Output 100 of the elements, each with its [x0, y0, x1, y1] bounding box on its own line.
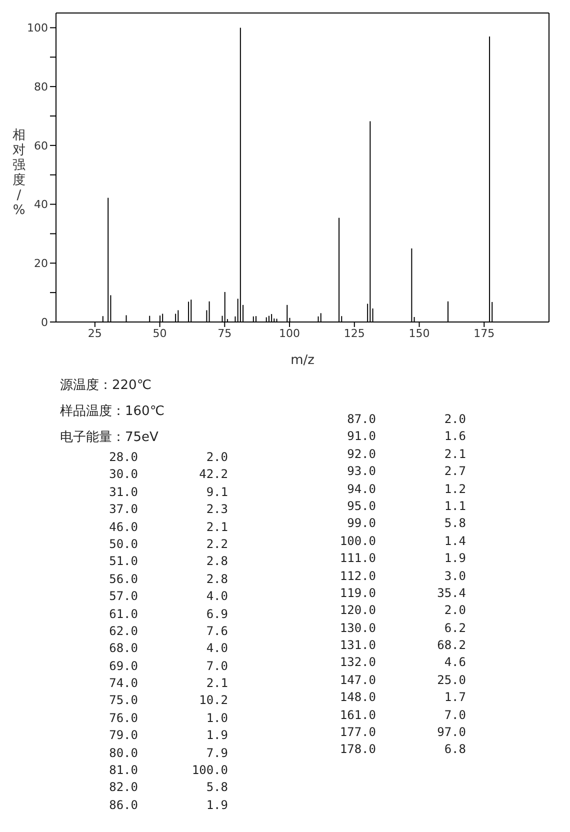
- text: 7.0: [443, 708, 466, 724]
- text: 42.2: [198, 467, 228, 484]
- text: 4.0: [205, 589, 228, 606]
- x-tick-label: 150: [408, 326, 430, 340]
- text: 68.0: [108, 641, 138, 658]
- y-tick-label: 60: [34, 139, 48, 152]
- text: 7.6: [205, 624, 228, 640]
- text: 1.4: [443, 534, 466, 550]
- text: 74.0: [108, 676, 138, 692]
- x-tick-label: 25: [88, 326, 102, 340]
- x-tick-label: 100: [279, 326, 300, 340]
- text: 57.0: [108, 589, 138, 606]
- y-tick-label: 20: [34, 257, 48, 270]
- text: 7.0: [205, 658, 228, 675]
- text: 75.0: [108, 693, 138, 710]
- text: 2.0: [205, 450, 228, 466]
- x-tick-label: 50: [152, 326, 167, 340]
- text: 25.0: [436, 672, 466, 689]
- text: 5.8: [443, 516, 466, 532]
- x-tick-label: 175: [474, 326, 495, 340]
- text: 131.0: [338, 638, 376, 654]
- text: 161.0: [338, 708, 376, 724]
- text: 1.6: [443, 429, 466, 446]
- text: 28.0: [108, 450, 138, 466]
- text: 1.2: [443, 482, 466, 498]
- text: 1.7: [443, 690, 466, 706]
- y-tick-label: 100: [27, 22, 48, 35]
- text: 81.0: [108, 763, 138, 780]
- text: 2.2: [205, 536, 228, 553]
- text: 源温度：220℃: [60, 377, 152, 394]
- text: 50.0: [108, 536, 138, 553]
- text: 95.0: [346, 498, 376, 515]
- text: 76.0: [108, 710, 138, 727]
- text: 93.0: [346, 464, 376, 480]
- text: 37.0: [108, 502, 138, 518]
- text: 68.2: [436, 638, 466, 654]
- text: 35.4: [436, 586, 466, 602]
- text: 148.0: [338, 690, 376, 706]
- text: 99.0: [346, 516, 376, 532]
- text: 1.9: [443, 551, 466, 568]
- text: 1.9: [205, 728, 228, 744]
- text: 100.0: [338, 534, 376, 550]
- text: 4.6: [443, 655, 466, 672]
- text: 120.0: [338, 603, 376, 620]
- text: 51.0: [108, 554, 138, 570]
- text: 2.1: [205, 676, 228, 692]
- text: 2.8: [205, 572, 228, 588]
- text: 30.0: [108, 467, 138, 484]
- text: 147.0: [338, 672, 376, 689]
- text: 119.0: [338, 586, 376, 602]
- text: 56.0: [108, 572, 138, 588]
- text: 6.2: [443, 620, 466, 637]
- text: 3.0: [443, 568, 466, 585]
- text: 92.0: [346, 446, 376, 463]
- text: 132.0: [338, 655, 376, 672]
- text: 79.0: [108, 728, 138, 744]
- text: 6.9: [205, 606, 228, 623]
- text: 4.0: [205, 641, 228, 658]
- text: 2.8: [205, 554, 228, 570]
- text: 177.0: [338, 725, 376, 742]
- text: 2.7: [443, 464, 466, 480]
- y-axis-title: 相对强度/%: [12, 128, 26, 218]
- text: 2.1: [205, 520, 228, 536]
- y-tick-label: 80: [34, 80, 48, 94]
- text: 80.0: [108, 746, 138, 762]
- text: 31.0: [108, 484, 138, 501]
- x-tick-label: 125: [344, 326, 365, 340]
- text: 2.3: [205, 502, 228, 518]
- text: 94.0: [346, 482, 376, 498]
- text: 87.0: [346, 412, 376, 428]
- text: 6.8: [443, 742, 466, 758]
- text: 46.0: [108, 520, 138, 536]
- y-tick-label: 0: [41, 316, 48, 329]
- text: 130.0: [338, 620, 376, 637]
- text: 7.9: [205, 746, 228, 762]
- text: 5.8: [205, 780, 228, 796]
- text: 1.1: [443, 498, 466, 515]
- text: 2.0: [443, 603, 466, 620]
- text: 2.0: [443, 412, 466, 428]
- text: 61.0: [108, 606, 138, 623]
- text: 1.9: [205, 798, 228, 814]
- text: 10.2: [198, 693, 228, 710]
- text: 100.0: [190, 763, 228, 780]
- text: 97.0: [436, 725, 466, 742]
- text: 9.1: [205, 484, 228, 501]
- text: 86.0: [108, 798, 138, 814]
- text: 69.0: [108, 658, 138, 675]
- text: 样品温度：160℃: [60, 403, 164, 420]
- text: 1.0: [205, 710, 228, 727]
- text: 111.0: [338, 551, 376, 568]
- text: 91.0: [346, 429, 376, 446]
- text: 电子能量：75eV: [60, 429, 158, 446]
- x-tick-label: 75: [218, 326, 232, 340]
- y-tick-label: 40: [34, 198, 48, 212]
- text: 178.0: [338, 742, 376, 758]
- text: 82.0: [108, 780, 138, 796]
- text: 2.1: [443, 446, 466, 463]
- text: 112.0: [338, 568, 376, 585]
- text: 62.0: [108, 624, 138, 640]
- x-axis-title: m/z: [290, 353, 315, 368]
